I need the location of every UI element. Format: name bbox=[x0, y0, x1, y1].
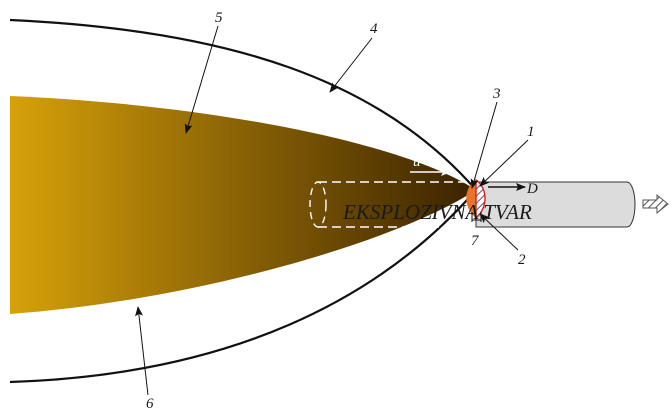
velocity-d-label: D bbox=[526, 181, 538, 197]
leader-line-4 bbox=[329, 37, 373, 93]
charge-label: EKSPLOZIVNA TVAR bbox=[342, 200, 532, 224]
consumed-charge-outline bbox=[318, 181, 476, 228]
callout-4: 4 bbox=[370, 21, 378, 37]
propagation-direction-arrow bbox=[642, 193, 669, 215]
velocity-u-label: u bbox=[413, 154, 421, 170]
leader-line-2 bbox=[479, 213, 519, 251]
explosive-charge-cylinder bbox=[475, 181, 636, 228]
consumed-charge-end bbox=[309, 181, 327, 228]
reaction-zone bbox=[466, 180, 476, 218]
detonation-products-region bbox=[10, 96, 476, 314]
leader-line-5 bbox=[184, 25, 219, 134]
leader-line-1 bbox=[479, 139, 529, 187]
callout-1: 1 bbox=[527, 124, 535, 140]
callout-3: 3 bbox=[492, 86, 501, 102]
callout-5: 5 bbox=[215, 10, 223, 26]
callout-2: 2 bbox=[518, 252, 526, 268]
leader-line-6 bbox=[135, 306, 149, 396]
callout-7: 7 bbox=[471, 233, 480, 249]
callout-6: 6 bbox=[146, 396, 154, 412]
leader-line-3 bbox=[470, 101, 498, 189]
